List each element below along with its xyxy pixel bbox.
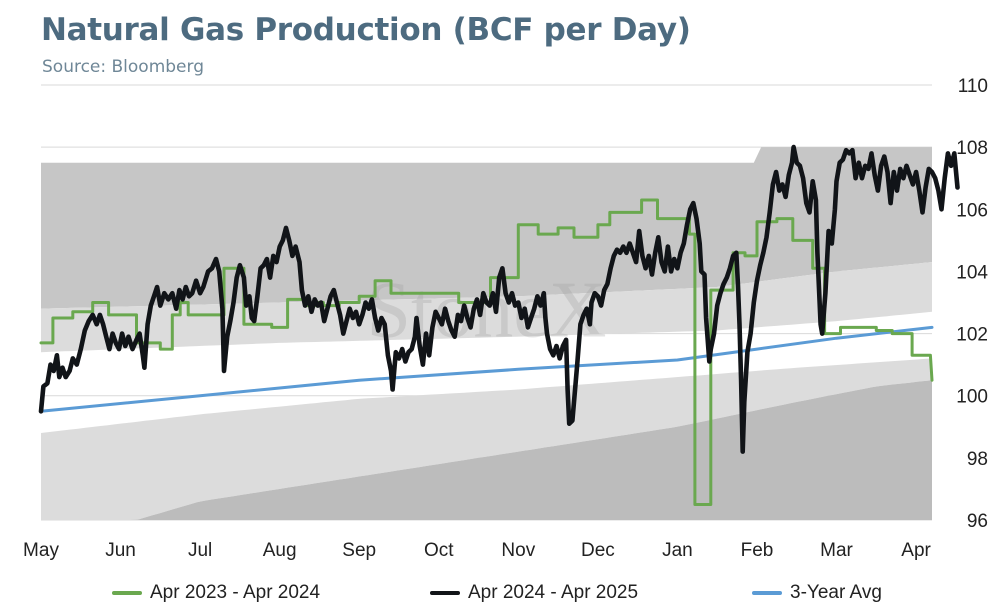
x-tick-label-feb: Feb	[741, 540, 774, 561]
chart-canvas: StoneX 96 98 100 102 104 106 108 110 May Jun Jul Aug…	[23, 76, 988, 561]
legend-item-green: Apr 2023 - Apr 2024	[112, 582, 320, 604]
legend-item-black: Apr 2024 - Apr 2025	[430, 582, 638, 604]
x-tick-label-jan: Jan	[662, 540, 693, 561]
y-tick-label-102: 102	[956, 325, 988, 346]
legend-swatch-green	[112, 591, 142, 595]
series-line-2024-2025	[38, 144, 960, 454]
y-tick-label-100: 100	[956, 387, 988, 408]
x-tick-label-jul: Jul	[188, 540, 212, 561]
legend-label-black: Apr 2024 - Apr 2025	[468, 582, 639, 603]
legend-swatch-black	[430, 591, 460, 595]
range-band-lower-outer	[41, 380, 932, 520]
y-tick-label-110: 110	[958, 76, 988, 97]
x-tick-label-jun: Jun	[105, 540, 136, 561]
x-tick-label-oct: Oct	[424, 540, 454, 561]
y-tick-label-104: 104	[956, 262, 988, 283]
x-tick-label-may: May	[23, 540, 59, 561]
x-tick-label-nov: Nov	[501, 540, 535, 561]
series-line-2023-2024	[39, 198, 934, 506]
watermark-text: StoneX	[367, 267, 607, 355]
x-tick-label-apr: Apr	[901, 540, 931, 561]
range-band-lower-inner	[41, 358, 932, 520]
series-line-3-year-avg	[39, 325, 934, 413]
chart-legend: Apr 2023 - Apr 2024 Apr 2024 - Apr 2025 …	[0, 582, 994, 610]
legend-label-green: Apr 2023 - Apr 2024	[150, 582, 321, 603]
y-tick-label-98: 98	[967, 449, 988, 470]
y-tick-label-106: 106	[956, 200, 988, 221]
chart-title: Natural Gas Production (BCF per Day)	[41, 12, 691, 48]
x-tick-label-dec: Dec	[581, 540, 615, 561]
y-tick-label-96: 96	[967, 511, 988, 532]
legend-item-blue: 3-Year Avg	[752, 582, 882, 604]
y-tick-label-108: 108	[956, 138, 988, 159]
x-tick-label-mar: Mar	[820, 540, 853, 561]
legend-label-blue: 3-Year Avg	[790, 582, 882, 603]
legend-swatch-blue	[752, 591, 782, 595]
x-tick-label-aug: Aug	[263, 540, 297, 561]
chart-subtitle: Source: Bloomberg	[42, 57, 204, 77]
x-tick-label-sep: Sep	[342, 540, 376, 561]
